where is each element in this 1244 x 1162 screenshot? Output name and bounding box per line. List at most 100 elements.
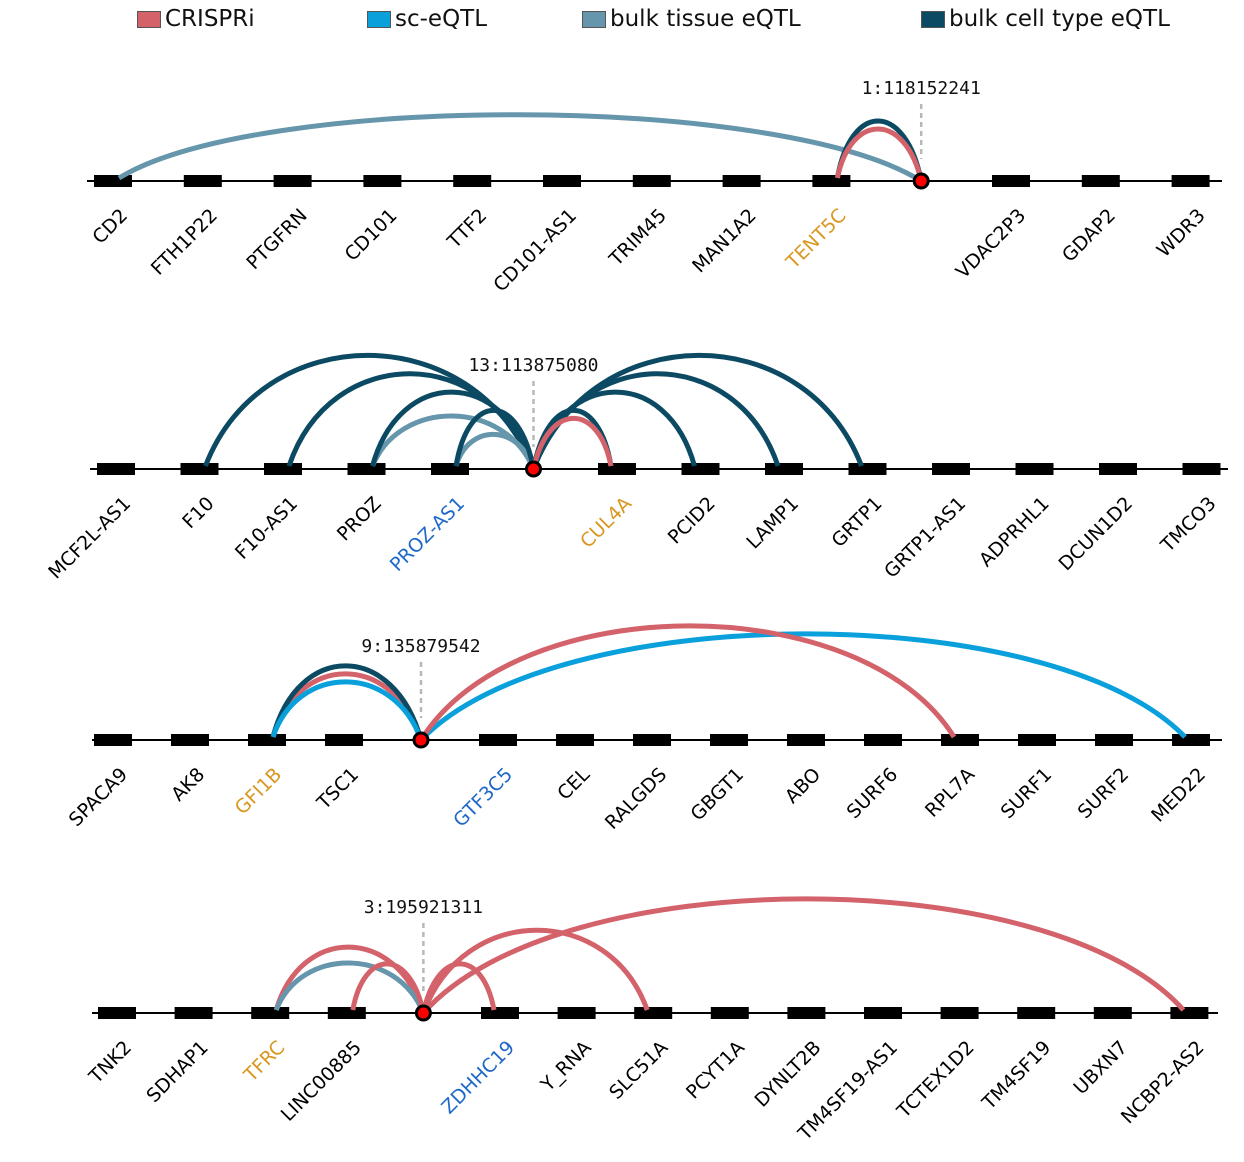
link-arc-crispri [531,415,614,470]
snp-dot [412,731,430,749]
legend-item-bulk-cell-type-eqtl: bulk cell type eQTL [921,6,1170,32]
gene-box [543,175,581,187]
gene-label: TCTEX1D2 [892,1037,978,1123]
gene-box [1171,175,1210,187]
gene-box [787,734,825,746]
gene-label: TFRC [239,1037,289,1087]
link-arc-sc-eqtl [270,679,424,741]
gene-box [171,734,209,746]
gene-label: DCUN1D2 [1055,493,1138,576]
gene-label: TTF2 [443,205,492,254]
gene-box [174,1007,213,1019]
gene-label: PTGFRN [242,205,311,274]
gene-box [1099,463,1137,475]
gene-label: CUL4A [576,493,636,553]
legend-item-crispri: CRISPRi [137,6,255,32]
legend-label: bulk cell type eQTL [949,6,1170,32]
gene-box [325,734,363,746]
gene-box [864,1007,902,1019]
gene-box [992,175,1030,187]
gene-label: CD2 [88,205,132,249]
gene-box [556,734,594,746]
gene-label: SURF6 [843,764,903,824]
link-arc-crispri [421,896,1186,1015]
gene-label: LAMP1 [742,493,803,554]
gene-box [633,734,671,746]
gene-label: PCID2 [664,493,720,549]
gene-box [557,1007,596,1019]
gene-label: TNK2 [84,1037,136,1089]
gene-label: TENT5C [781,205,850,274]
gene-label: GFI1B [231,764,286,819]
gene-label: CD101 [341,205,402,266]
gene-box [98,1007,136,1019]
gene-box [722,175,761,187]
legend-label: CRISPRi [165,6,255,32]
legend-swatch-sc-eqtl [367,10,391,28]
gene-label: CD101-AS1 [489,205,581,297]
gene-label: FTH1P22 [147,205,222,280]
gene-label: ADPRHL1 [975,493,1054,572]
gene-label: ABO [781,764,825,808]
legend-swatch-bulk-cell-type-eqtl [921,10,945,28]
link-arc-bulk-cell-type-eqtl [531,389,697,470]
gene-label: SURF1 [997,764,1057,824]
gene-box [710,734,748,746]
gene-label: F10 [178,493,218,533]
gene-box [94,734,132,746]
gene-label: GRTP1-AS1 [880,493,970,583]
gene-box [787,1007,826,1019]
gene-label: GBGT1 [687,764,749,826]
gene-box [180,463,219,475]
gene-label: LINC00885 [277,1037,366,1126]
gene-box [264,463,302,475]
panel-3: SPACA9 AK8 GFI1B TSC1 GTF3C5 CEL RALGDS GBGT1 AB… [65,623,1222,834]
snp-label: 3:195921311 [364,897,483,918]
gene-label: PCYT1A [682,1037,749,1104]
gene-box [1015,463,1054,475]
link-arc-sc-eqtl [419,631,1187,742]
gene-label: GRTP1 [827,493,886,552]
gene-box [632,175,671,187]
gene-box [248,734,286,746]
gene-box [327,1007,366,1019]
gene-label: GTF3C5 [449,764,517,832]
link-arc-bulk-cell-type-eqtl [370,389,536,470]
link-arc-bulk-cell-type-eqtl [531,371,781,470]
gene-box [1093,1007,1132,1019]
gene-box [812,175,851,187]
snp-label: 9:135879542 [361,636,480,657]
gene-box [251,1007,290,1019]
gene-box [1182,463,1221,475]
gene-label: NCBP2-AS2 [1117,1037,1209,1129]
gene-box [864,734,902,746]
gene-box [97,463,135,475]
gene-box [273,175,312,187]
gene-box [940,1007,979,1019]
link-arc-crispri [421,927,650,1014]
gene-label: MCF2L-AS1 [44,493,135,584]
snp-label: 13:113875080 [468,355,598,376]
gene-label: MED22 [1147,764,1210,827]
gene-label: ZDHHC19 [437,1037,519,1119]
gene-label: AK8 [167,764,209,806]
gene-label: TMCO3 [1156,493,1221,558]
link-arc-crispri [420,961,497,1014]
panel-2: MCF2L-AS1 F10 F10-AS1 PROZ PROZ-AS1 CUL4A PCID… [44,352,1228,584]
gene-box [1170,1007,1209,1019]
gene-label: MAN1A2 [688,205,761,278]
link-arc-crispri [418,623,957,742]
gene-label: F10-AS1 [231,493,302,564]
gene-label: RALGDS [601,764,671,834]
gene-label: SLC51A [605,1037,672,1104]
gene-box [1081,175,1120,187]
gene-box [1172,734,1210,746]
gene-label: SDHAP1 [142,1037,212,1107]
link-arc-crispri [834,126,924,182]
link-arc-bulk-tissue-eqtl [273,960,426,1014]
gene-box [94,175,132,187]
snp-dot [525,460,542,478]
legend-label: bulk tissue eQTL [610,6,801,32]
